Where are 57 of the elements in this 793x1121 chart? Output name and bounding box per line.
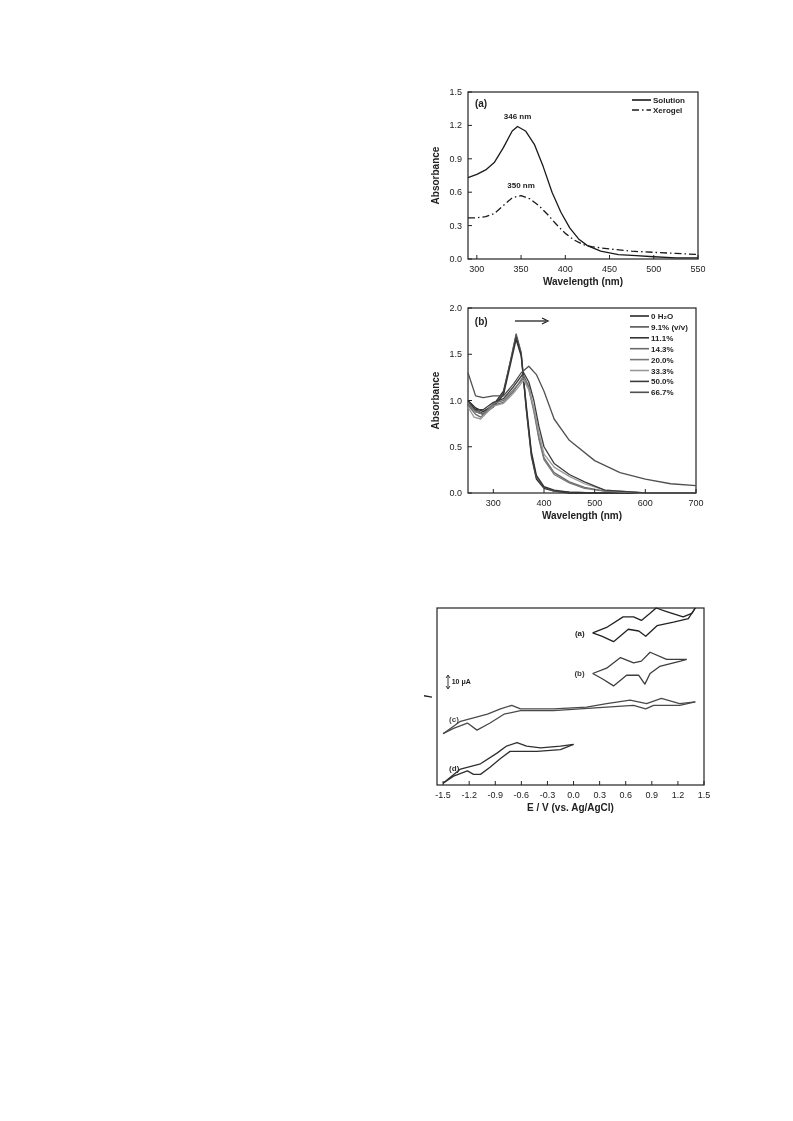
x-tick-label: 400 <box>536 498 552 508</box>
y-axis-title: Absorbance <box>430 371 441 430</box>
x-tick-label: -1.5 <box>435 790 451 800</box>
y-tick-label: 0.0 <box>449 488 462 498</box>
legend-label: Xerogel <box>653 106 683 115</box>
y-axis-title: Absorbance <box>430 146 441 205</box>
x-tick-label: -0.9 <box>487 790 504 800</box>
annotation: (b) <box>474 315 488 327</box>
series-label: (a) <box>574 628 586 638</box>
legend-label: 66.7% <box>651 388 674 398</box>
x-tick-label: 0.6 <box>619 790 632 800</box>
x-tick-label: 0.3 <box>593 790 606 800</box>
x-axis-title: Wavelength (nm) <box>542 276 624 287</box>
legend-label: Solution <box>653 96 686 105</box>
legend-label: 14.3% <box>651 344 674 354</box>
x-tick-label: 300 <box>485 498 501 508</box>
y-tick-label: 1.5 <box>449 87 462 97</box>
legend-label: 11.1% <box>651 333 674 343</box>
y-tick-label: 0.0 <box>449 254 462 264</box>
x-tick-label: 600 <box>637 498 653 508</box>
legend-label: 0 H₂O <box>651 312 674 321</box>
series-label: (b) <box>574 669 586 679</box>
x-tick-label: 450 <box>602 264 618 274</box>
x-tick-label: 0.9 <box>645 790 659 800</box>
x-tick-label: 500 <box>646 264 662 274</box>
x-axis-title: E / V (vs. Ag/AgCl) <box>527 802 614 813</box>
annotation: (a) <box>474 98 488 110</box>
y-tick-label: 1.0 <box>449 395 462 406</box>
x-tick-label: 500 <box>587 498 603 508</box>
y-tick-label: 1.2 <box>449 120 462 131</box>
x-tick-label: -0.6 <box>513 790 530 800</box>
x-tick-label: 350 <box>513 264 529 274</box>
y-tick-label: 1.5 <box>449 349 462 360</box>
legend-label: 50.0% <box>651 377 674 387</box>
y-tick-label: 2.0 <box>449 303 462 313</box>
x-tick-label: 0.0 <box>567 790 580 800</box>
x-tick-label: 1.2 <box>671 790 685 800</box>
legend-label: 9.1% (v/v) <box>651 322 689 332</box>
y-tick-label: 0.9 <box>449 153 462 164</box>
x-axis-title: Wavelength (nm) <box>541 510 623 521</box>
y-tick-label: 0.3 <box>449 220 462 231</box>
series-label: (c) <box>449 714 460 724</box>
x-tick-label: 550 <box>690 264 706 274</box>
x-tick-label: 700 <box>688 498 704 508</box>
series-label: (d) <box>449 764 460 774</box>
legend-label: 33.3% <box>651 366 674 376</box>
x-tick-label: 300 <box>469 264 485 274</box>
legend-label: 20.0% <box>651 355 674 365</box>
y-tick-label: 0.6 <box>449 187 462 198</box>
y-axis-title: I <box>423 694 434 698</box>
y-tick-label: 0.5 <box>449 441 462 452</box>
annotation: 346 nm <box>503 111 532 121</box>
annotation: 350 nm <box>507 180 535 190</box>
x-tick-label: -1.2 <box>461 790 477 800</box>
x-tick-label: 400 <box>557 264 573 274</box>
x-tick-label: -0.3 <box>539 790 556 800</box>
x-tick-label: 1.5 <box>697 790 711 800</box>
